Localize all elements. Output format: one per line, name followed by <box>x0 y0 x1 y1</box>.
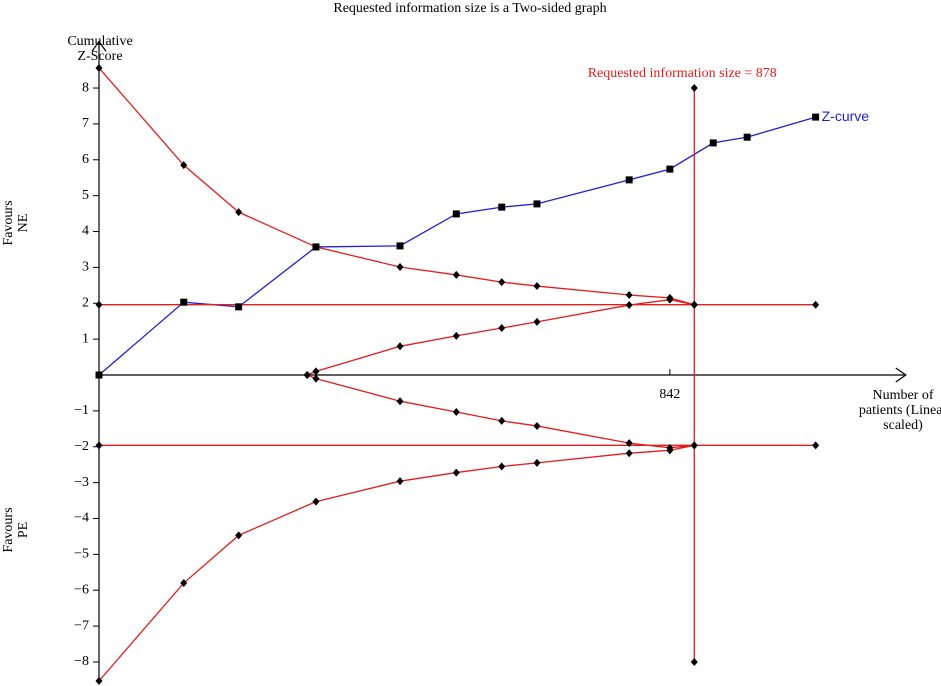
series-line <box>306 299 695 376</box>
boundary-point <box>396 342 404 351</box>
boundary-point <box>812 441 820 450</box>
boundary-point <box>625 291 633 300</box>
y-tick-label: 5 <box>82 188 89 203</box>
boundary-point <box>498 278 506 287</box>
boundary-point <box>812 300 820 309</box>
z-point <box>235 303 243 311</box>
boundary-point <box>452 270 460 279</box>
boundary-point <box>666 443 674 452</box>
series-line <box>98 444 695 682</box>
boundary-point <box>396 397 404 406</box>
z-point <box>452 210 460 218</box>
boundary-point <box>312 367 320 376</box>
boundary-point <box>498 324 506 333</box>
boundary-point <box>95 676 103 685</box>
boundary-point <box>235 531 243 540</box>
boundary-point <box>95 441 103 450</box>
boundary-point <box>396 477 404 486</box>
y-axis-arrow <box>91 40 107 52</box>
boundary-point <box>533 458 541 467</box>
boundary-point <box>690 84 698 93</box>
y-tick-label: −8 <box>74 654 89 669</box>
x-axis-arrow <box>895 367 907 383</box>
x-axis-label: Number of patients (Linear scaled) <box>858 388 941 433</box>
boundary-point <box>396 263 404 272</box>
boundary-point <box>625 439 633 448</box>
boundary-point <box>180 579 188 588</box>
y-axis-label: Cumulative Z-Score <box>67 34 133 64</box>
chart-title: Requested information size is a Two-side… <box>333 1 606 16</box>
boundary-point <box>235 208 243 217</box>
favours-lower: Favours PE <box>1 507 31 553</box>
y-tick-label: −6 <box>74 582 89 597</box>
boundary-point <box>180 161 188 170</box>
y-tick-label: 7 <box>82 116 89 131</box>
y-tick-label: −4 <box>74 511 89 526</box>
y-tick-label: −5 <box>74 547 89 562</box>
boundary-point <box>312 242 320 251</box>
x-tick-label: 842 <box>659 387 680 402</box>
y-tick-label: 6 <box>82 152 89 167</box>
z-point <box>666 165 674 173</box>
y-tick-label: 8 <box>82 80 89 95</box>
y-tick-label: −3 <box>74 475 89 490</box>
boundary-point <box>95 63 103 72</box>
z-point <box>396 242 404 250</box>
y-tick-label: 2 <box>82 295 89 310</box>
boundary-point <box>533 282 541 291</box>
boundary-point <box>452 331 460 340</box>
z-point <box>625 176 633 184</box>
boundary-point <box>625 301 633 310</box>
z-point <box>95 371 103 379</box>
y-tick-label: 1 <box>82 331 89 346</box>
y-tick-label: −7 <box>74 618 89 633</box>
ris-annotation: Requested information size = 878 <box>588 66 777 81</box>
boundary-point <box>625 449 633 458</box>
z-point <box>180 298 188 306</box>
z-point <box>533 200 541 208</box>
boundary-point <box>498 462 506 471</box>
boundary-point <box>312 374 320 383</box>
y-tick-label: 3 <box>82 260 89 275</box>
y-tick-label: 4 <box>82 224 89 239</box>
series-line <box>306 374 695 449</box>
boundary-point <box>533 421 541 430</box>
boundary-point <box>95 300 103 309</box>
z-point <box>498 203 506 211</box>
boundary-point <box>303 371 311 380</box>
favours-upper: Favours NE <box>1 200 31 246</box>
y-tick-label: −2 <box>74 439 89 454</box>
boundary-point <box>498 416 506 425</box>
z-point <box>743 133 751 141</box>
boundary-point <box>533 317 541 326</box>
y-tick-label: −1 <box>74 403 89 418</box>
boundary-point <box>690 441 698 450</box>
z-point <box>812 113 820 121</box>
boundary-point <box>666 295 674 304</box>
boundary-point <box>452 407 460 416</box>
boundary-point <box>452 468 460 477</box>
boundary-point <box>690 657 698 666</box>
boundary-point <box>312 497 320 506</box>
boundary-point <box>690 300 698 309</box>
series-label: Z-curve <box>822 108 870 124</box>
z-point <box>709 139 717 147</box>
